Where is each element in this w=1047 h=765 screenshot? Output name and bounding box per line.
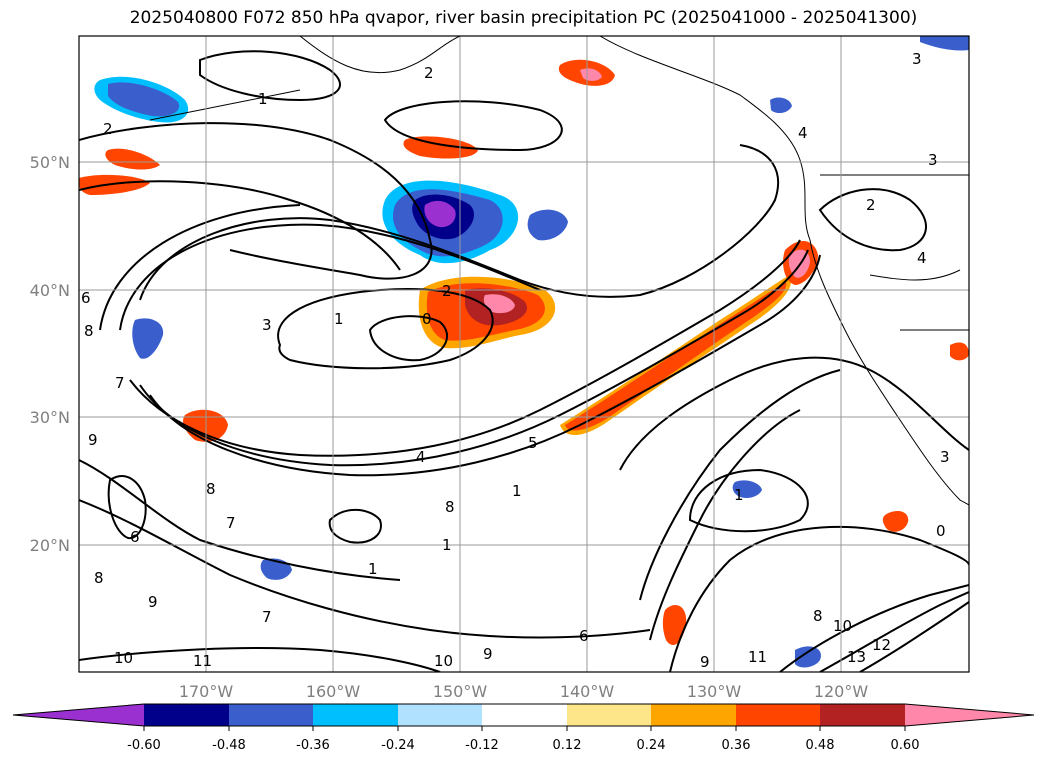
colorbar-label: 0.60 <box>891 738 920 753</box>
contour-label: 10 <box>833 617 852 635</box>
contour-label: 1 <box>734 486 744 504</box>
colorbar: -0.60 -0.48 -0.36 -0.24 -0.12 0.12 0.24 … <box>12 703 1035 753</box>
contour-label: 11 <box>748 648 767 666</box>
shaded-field <box>79 36 969 668</box>
contour-label: 0 <box>422 310 432 328</box>
contour-lines <box>79 50 969 672</box>
map-title: 2025040800 F072 850 hPa qvapor, river ba… <box>129 8 918 28</box>
map-area: 2 1 2 3 4 3 2 0 1 3 6 8 7 9 5 8 8 7 1 1 … <box>79 36 969 672</box>
contour-label: 3 <box>940 448 950 466</box>
lat-label: 20°N <box>30 536 70 555</box>
contour-label: 5 <box>528 434 538 452</box>
contour-label: 9 <box>148 593 158 611</box>
colorbar-segment <box>144 704 229 726</box>
colorbar-label: 0.48 <box>806 738 835 753</box>
colorbar-segment <box>482 704 567 726</box>
colorbar-segment <box>651 704 736 726</box>
lat-label: 30°N <box>30 408 70 427</box>
contour-label: 9 <box>483 645 493 663</box>
contour-label: 4 <box>917 249 927 267</box>
contour-label: 4 <box>416 448 426 466</box>
contour-label: 1 <box>512 482 522 500</box>
contour-label: 1 <box>258 90 268 108</box>
longitude-labels: 170°W 160°W 150°W 140°W 130°W 120°W <box>179 682 869 701</box>
contour-label: 13 <box>847 648 866 666</box>
contour-label: 8 <box>206 480 216 498</box>
colorbar-segment <box>736 704 820 726</box>
colorbar-segment <box>313 704 398 726</box>
colorbar-ticks <box>143 726 906 731</box>
contour-label: 2 <box>424 64 434 82</box>
contour-label: 10 <box>114 649 133 667</box>
contour-label: 9 <box>88 431 98 449</box>
contour-label: 8 <box>94 569 104 587</box>
contour-label: 9 <box>700 653 710 671</box>
colorbar-label: -0.12 <box>465 738 499 753</box>
contour-label: 0 <box>936 522 946 540</box>
contour-label: 11 <box>193 652 212 670</box>
contour-label: 1 <box>442 536 452 554</box>
contour-label: 8 <box>445 498 455 516</box>
lon-label: 170°W <box>179 682 234 701</box>
colorbar-segment <box>820 704 905 726</box>
lon-label: 130°W <box>687 682 742 701</box>
contour-label: 6 <box>81 289 91 307</box>
contour-label: 3 <box>928 151 938 169</box>
contour-labels: 2 1 2 3 4 3 2 0 1 3 6 8 7 9 5 8 8 7 1 1 … <box>81 50 950 671</box>
contour-label: 6 <box>130 528 140 546</box>
contour-label: 4 <box>798 124 808 142</box>
contour-label: 2 <box>103 120 113 138</box>
contour-label: 7 <box>115 374 125 392</box>
lon-label: 120°W <box>814 682 869 701</box>
contour-label: 7 <box>262 608 272 626</box>
contour-label: 3 <box>262 316 272 334</box>
contour-label: 2 <box>866 196 876 214</box>
lon-label: 160°W <box>306 682 361 701</box>
lon-label: 150°W <box>433 682 488 701</box>
contour-label: 8 <box>813 607 823 625</box>
colorbar-segment <box>229 704 313 726</box>
contour-label: 10 <box>434 652 453 670</box>
colorbar-label: 0.24 <box>637 738 666 753</box>
colorbar-extend-high <box>905 704 1034 726</box>
contour-label: 1 <box>368 560 378 578</box>
coastlines <box>149 36 969 506</box>
contour-label: 8 <box>84 322 94 340</box>
contour-label: 7 <box>226 514 236 532</box>
lat-label: 50°N <box>30 153 70 172</box>
contour-label: 3 <box>912 50 922 68</box>
map-frame <box>78 35 970 673</box>
colorbar-extend-low <box>13 704 144 726</box>
lon-label: 140°W <box>560 682 615 701</box>
latitude-labels: 50°N 40°N 30°N 20°N <box>30 153 70 555</box>
colorbar-label: -0.36 <box>296 738 330 753</box>
colorbar-segment <box>398 704 482 726</box>
colorbar-segment <box>567 704 651 726</box>
colorbar-label: -0.60 <box>127 738 161 753</box>
contour-label: 6 <box>579 627 589 645</box>
colorbar-label: 0.36 <box>722 738 751 753</box>
colorbar-label: 0.12 <box>553 738 582 753</box>
colorbar-label: -0.48 <box>212 738 246 753</box>
gridlines <box>79 36 969 672</box>
contour-label: 1 <box>334 310 344 328</box>
lat-label: 40°N <box>30 281 70 300</box>
colorbar-label: -0.24 <box>381 738 415 753</box>
contour-label: 2 <box>442 282 452 300</box>
contour-label: 12 <box>872 636 891 654</box>
